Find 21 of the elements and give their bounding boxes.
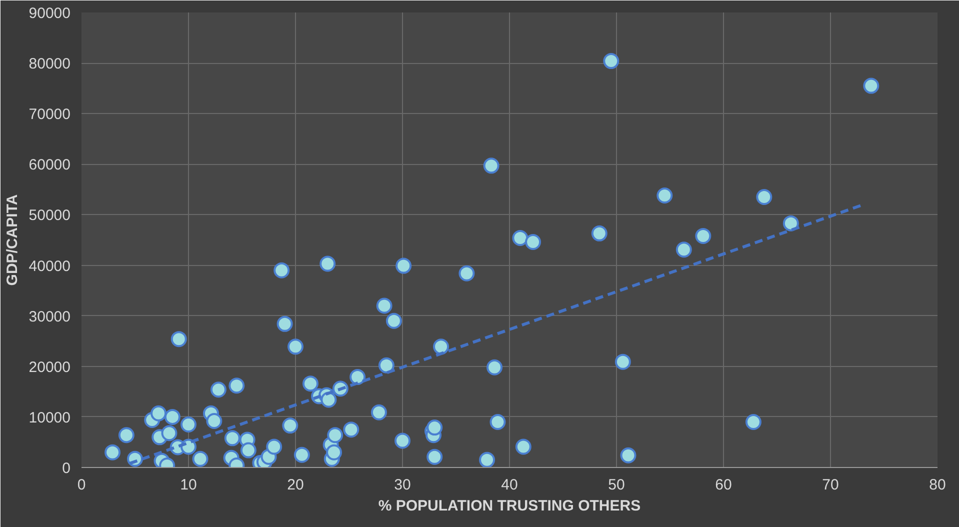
y-tick-label: 20000 <box>28 358 71 376</box>
x-tick-label: 30 <box>394 476 411 494</box>
x-tick-label: 50 <box>608 476 625 494</box>
y-tick-label: 90000 <box>28 5 71 22</box>
y-tick-label: 0 <box>62 460 70 477</box>
y-tick-label: 50000 <box>28 207 71 224</box>
x-tick-label: 20 <box>287 476 304 494</box>
x-tick-label: 0 <box>77 476 86 494</box>
y-tick-label: 80000 <box>28 56 71 73</box>
y-tick-label: 40000 <box>28 258 71 275</box>
x-tick-label: 70 <box>822 476 839 494</box>
x-tick-label: 80 <box>929 476 946 494</box>
x-axis-title: % POPULATION TRUSTING OTHERS <box>378 498 641 514</box>
y-tick-label: 70000 <box>28 106 71 124</box>
y-axis-title: GDP/CAPITA <box>4 194 21 286</box>
y-tick-label: 30000 <box>28 308 71 326</box>
y-tick-label: 10000 <box>28 409 71 426</box>
x-tick-label: 10 <box>180 476 197 494</box>
y-tick-label: 60000 <box>28 156 71 174</box>
x-tick-label: 40 <box>501 476 518 494</box>
x-tick-label: 60 <box>715 476 732 494</box>
